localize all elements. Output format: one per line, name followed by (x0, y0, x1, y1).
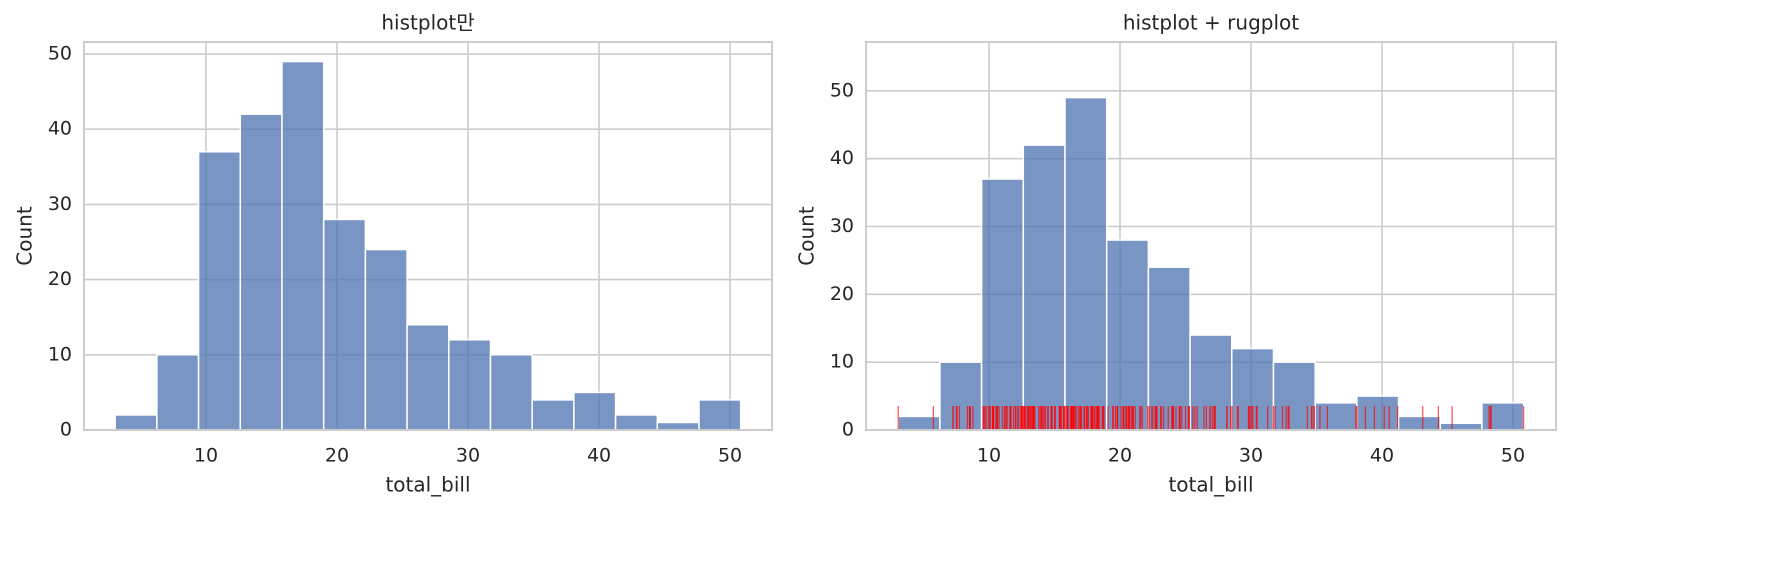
bar (1481, 402, 1525, 431)
x-axis-label: total_bill (385, 473, 470, 497)
bar (1439, 422, 1483, 431)
y-tick-label: 30 (48, 193, 72, 215)
bar (1314, 402, 1358, 431)
x-tick-label: 40 (1370, 445, 1394, 467)
x-tick-label: 10 (194, 445, 218, 467)
bar (1356, 395, 1400, 431)
bar (448, 339, 492, 431)
bar (939, 361, 983, 431)
bar (281, 60, 325, 431)
x-tick-label: 20 (1108, 445, 1132, 467)
bar (1397, 415, 1442, 431)
y-tick-label: 0 (842, 419, 854, 441)
bar (156, 354, 200, 431)
bar (614, 414, 659, 431)
bar (1022, 144, 1066, 431)
y-tick-label: 20 (830, 283, 854, 305)
y-tick-label: 30 (830, 215, 854, 237)
y-tick-label: 40 (830, 147, 854, 169)
chart-title: histplot만 (381, 11, 474, 35)
y-axis-label: Count (795, 206, 819, 266)
bar (489, 354, 533, 431)
axes-frame (865, 41, 1557, 431)
x-axis-label: total_bill (1168, 473, 1253, 497)
x-tick-label: 20 (325, 445, 349, 467)
y-tick-label: 50 (48, 43, 72, 65)
y-tick-label: 20 (48, 268, 72, 290)
bar (406, 323, 450, 431)
x-tick-label: 30 (456, 445, 480, 467)
bar (114, 414, 158, 431)
y-tick-label: 10 (48, 343, 72, 365)
x-tick-label: 50 (718, 445, 742, 467)
bar (197, 151, 242, 431)
y-tick-label: 0 (60, 419, 72, 441)
bar (1272, 361, 1316, 431)
bar (980, 178, 1025, 431)
bar (364, 248, 408, 431)
bar (698, 399, 742, 431)
bar (531, 399, 575, 431)
bar (1147, 266, 1191, 431)
x-tick-label: 30 (1239, 445, 1263, 467)
x-tick-label: 50 (1501, 445, 1525, 467)
x-tick-label: 40 (587, 445, 611, 467)
bar (239, 113, 283, 431)
y-tick-label: 50 (830, 79, 854, 101)
axes-frame (83, 41, 773, 431)
bar (1189, 334, 1233, 431)
chart-title: histplot + rugplot (1123, 11, 1299, 35)
y-tick-label: 40 (48, 118, 72, 140)
bar (573, 391, 617, 431)
bar (1064, 96, 1108, 431)
y-tick-label: 10 (830, 351, 854, 373)
bar (322, 218, 367, 431)
bar (1105, 239, 1150, 431)
y-axis-label: Count (13, 206, 37, 266)
x-tick-label: 10 (977, 445, 1001, 467)
bar (656, 421, 700, 431)
